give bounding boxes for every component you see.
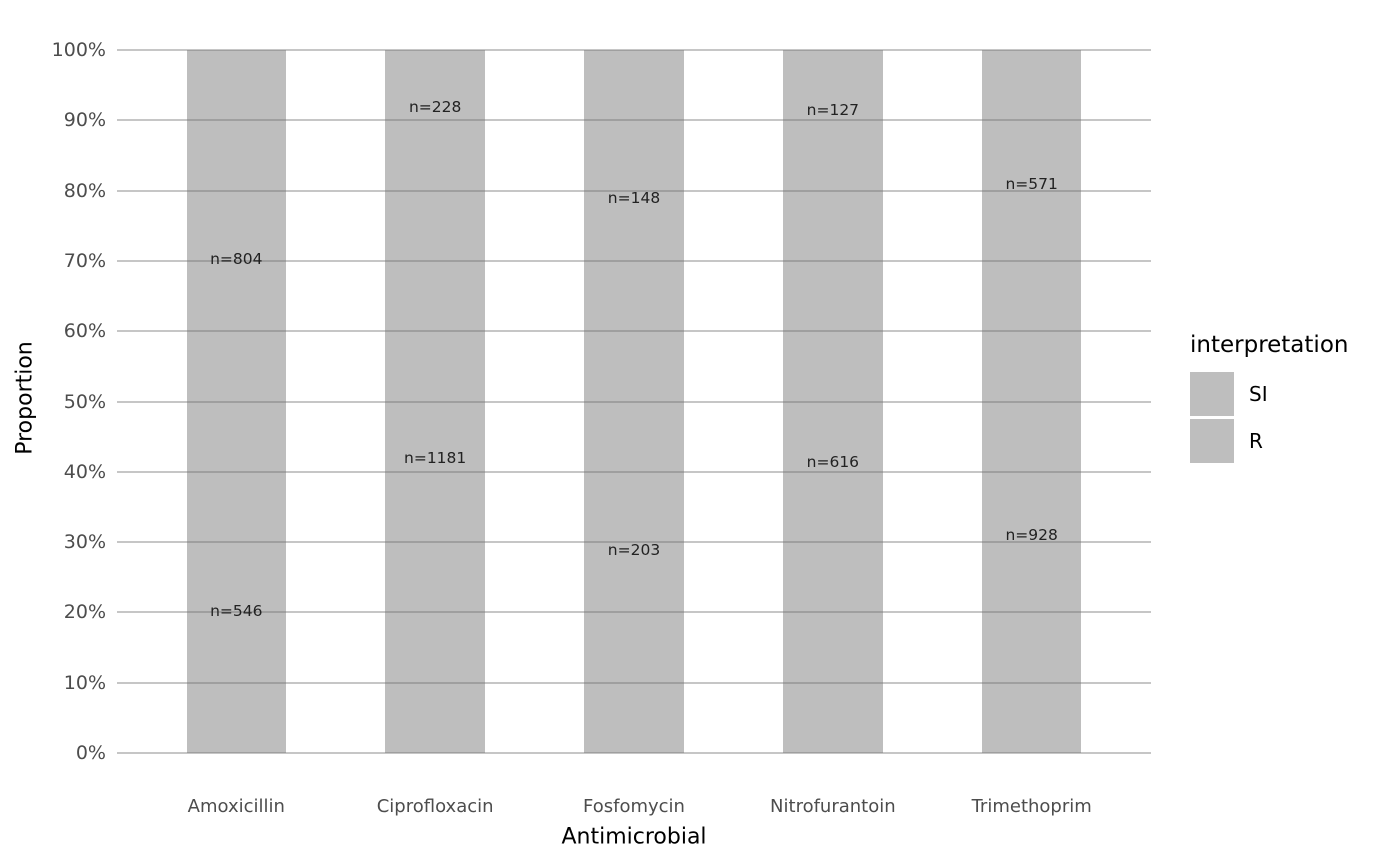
gridline-60 bbox=[117, 330, 1151, 333]
bar-label-si-nitrofurantoin: n=127 bbox=[806, 101, 860, 120]
x-tick-label-trimethoprim: Trimethoprim bbox=[971, 796, 1092, 817]
legend: interpretation SI R bbox=[1190, 332, 1348, 466]
y-tick-label-80: 80% bbox=[63, 179, 106, 202]
bar-segment-r-fosfomycin bbox=[584, 346, 684, 753]
gridline-50 bbox=[117, 400, 1151, 403]
x-tick-label-nitrofurantoin: Nitrofurantoin bbox=[770, 796, 896, 817]
legend-item-r: R bbox=[1190, 419, 1348, 463]
y-tick-label-40: 40% bbox=[63, 460, 106, 483]
legend-label-r: R bbox=[1249, 429, 1263, 453]
bar-label-r-trimethoprim: n=928 bbox=[1005, 526, 1058, 545]
bar-label-r-fosfomycin: n=203 bbox=[607, 540, 661, 559]
bar-segment-si-trimethoprim bbox=[981, 50, 1082, 318]
bar-segment-r-trimethoprim bbox=[981, 317, 1082, 753]
bar-label-si-trimethoprim: n=571 bbox=[1005, 174, 1058, 193]
legend-swatch-si-icon bbox=[1190, 372, 1234, 416]
bar-label-si-fosfomycin: n=148 bbox=[607, 189, 661, 208]
y-tick-label-30: 30% bbox=[63, 531, 106, 554]
y-tick-label-50: 50% bbox=[63, 390, 106, 413]
gridline-70 bbox=[117, 259, 1151, 262]
bar-segment-si-ciprofloxacin bbox=[385, 50, 485, 164]
y-tick-label-60: 60% bbox=[63, 320, 106, 343]
y-tick-label-0: 0% bbox=[75, 742, 106, 764]
bar-segment-r-ciprofloxacin bbox=[385, 163, 485, 753]
gridline-30 bbox=[117, 541, 1151, 544]
y-tick-label-20: 20% bbox=[63, 601, 106, 624]
legend-item-si: SI bbox=[1190, 372, 1348, 416]
bar-label-si-ciprofloxacin: n=228 bbox=[408, 97, 462, 116]
y-tick-label-100: 100% bbox=[51, 39, 106, 61]
bar-segment-r-nitrofurantoin bbox=[783, 170, 883, 753]
bar-segment-si-amoxicillin bbox=[186, 50, 287, 469]
gridline-10 bbox=[117, 681, 1151, 684]
legend-swatch-r-icon bbox=[1190, 419, 1234, 463]
x-tick-label-fosfomycin: Fosfomycin bbox=[583, 796, 685, 817]
gridline-20 bbox=[117, 611, 1151, 614]
gridline-90 bbox=[117, 119, 1151, 122]
gridline-100 bbox=[117, 49, 1151, 51]
x-axis-title: Antimicrobial bbox=[561, 824, 707, 850]
bar-label-r-nitrofurantoin: n=616 bbox=[806, 452, 860, 471]
bar-segment-si-fosfomycin bbox=[584, 50, 684, 347]
gridline-40 bbox=[117, 470, 1151, 473]
bar-label-r-ciprofloxacin: n=1181 bbox=[404, 449, 467, 468]
legend-label-si: SI bbox=[1249, 382, 1268, 406]
x-tick-label-ciprofloxacin: Ciprofloxacin bbox=[376, 796, 494, 817]
bar-segment-r-amoxicillin bbox=[186, 468, 287, 753]
y-tick-label-70: 70% bbox=[63, 249, 106, 272]
y-tick-label-10: 10% bbox=[63, 671, 106, 694]
gridline-0 bbox=[117, 752, 1151, 754]
gridline-80 bbox=[117, 189, 1151, 192]
bar-label-si-amoxicillin: n=804 bbox=[210, 250, 263, 269]
legend-title: interpretation bbox=[1190, 332, 1349, 358]
bar-segment-si-nitrofurantoin bbox=[783, 50, 883, 171]
y-tick-label-90: 90% bbox=[63, 109, 106, 132]
bar-label-r-amoxicillin: n=546 bbox=[210, 601, 263, 620]
x-tick-label-amoxicillin: Amoxicillin bbox=[187, 796, 285, 817]
